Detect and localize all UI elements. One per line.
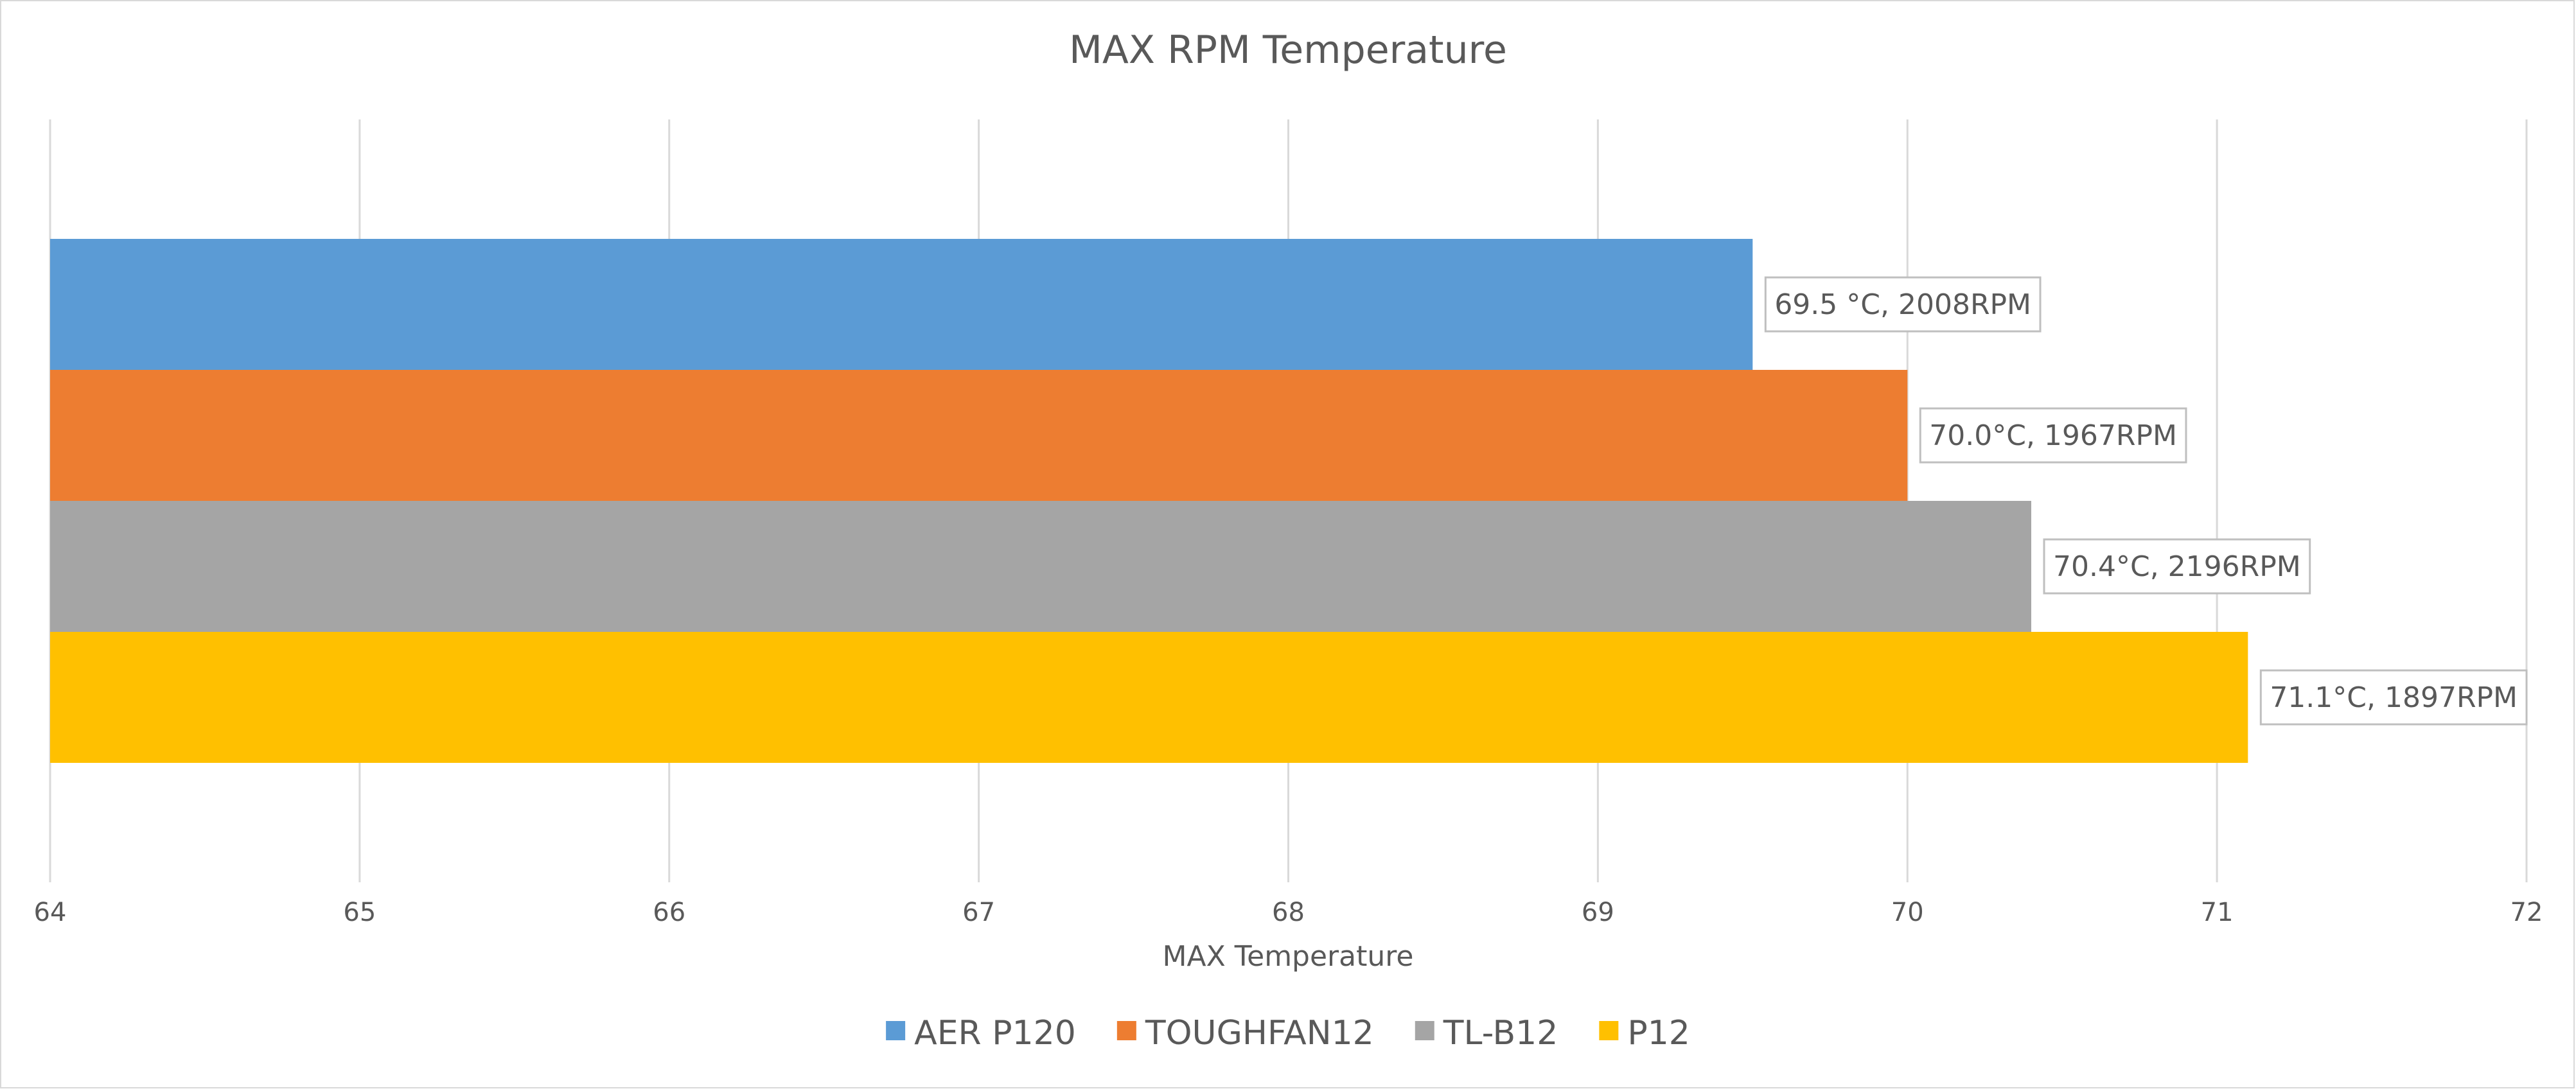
legend-swatch (886, 1021, 906, 1040)
data-label-text: 69.5 °C, 2008RPM (1774, 288, 2031, 321)
data-label-box (2259, 669, 2528, 726)
x-tick-label: 71 (2201, 898, 2234, 927)
legend-label: AER P120 (914, 1014, 1076, 1052)
data-labels: 69.5 °C, 2008RPM 70.0°C, 1967RPM 70.4°C, 2… (1764, 276, 2528, 726)
x-tick-label: 66 (653, 898, 685, 927)
bar-aer-p120 (50, 239, 1753, 370)
legend-item-p12: P12 (1599, 1014, 1690, 1052)
legend-swatch (1415, 1021, 1434, 1040)
data-label: 70.0°C, 1967RPM (1919, 407, 2187, 464)
data-label-box (2043, 538, 2311, 595)
legend-swatch (1599, 1021, 1619, 1040)
x-tick-label: 69 (1582, 898, 1614, 927)
x-tick-label: 64 (34, 898, 67, 927)
data-label-text: 70.4°C, 2196RPM (2053, 550, 2301, 583)
bar-p12 (50, 632, 2248, 763)
legend-item-toughfan12: TOUGHFAN12 (1116, 1014, 1374, 1052)
x-tick-label: 70 (1891, 898, 1924, 927)
chart-title: MAX RPM Temperature (1069, 28, 1507, 73)
x-tick-label: 67 (962, 898, 995, 927)
data-label-box (1764, 276, 2042, 333)
legend-label: P12 (1627, 1014, 1690, 1052)
data-label-text: 70.0°C, 1967RPM (1929, 419, 2177, 452)
bar-tl-b12 (50, 501, 2031, 632)
data-label-box (1919, 407, 2187, 464)
x-axis-ticks: 64 65 66 67 68 69 70 71 72 (34, 898, 2543, 927)
legend-label: TOUGHFAN12 (1145, 1014, 1374, 1052)
data-label: 70.4°C, 2196RPM (2043, 538, 2311, 595)
data-label: 71.1°C, 1897RPM (2259, 669, 2528, 726)
legend-label: TL-B12 (1443, 1014, 1558, 1052)
legend-item-tl-b12: TL-B12 (1415, 1014, 1558, 1052)
x-tick-label: 68 (1272, 898, 1305, 927)
x-tick-label: 72 (2510, 898, 2543, 927)
data-label: 69.5 °C, 2008RPM (1764, 276, 2042, 333)
legend-swatch (1116, 1021, 1136, 1040)
x-tick-label: 65 (343, 898, 376, 927)
x-axis-title: MAX Temperature (1163, 940, 1414, 973)
data-label-text: 71.1°C, 1897RPM (2270, 681, 2518, 714)
bar-toughfan12 (50, 370, 1908, 501)
legend-item-aer-p120: AER P120 (886, 1014, 1076, 1052)
bars (50, 239, 2248, 763)
legend: AER P120 TOUGHFAN12 TL-B12 P12 (886, 1014, 1690, 1052)
